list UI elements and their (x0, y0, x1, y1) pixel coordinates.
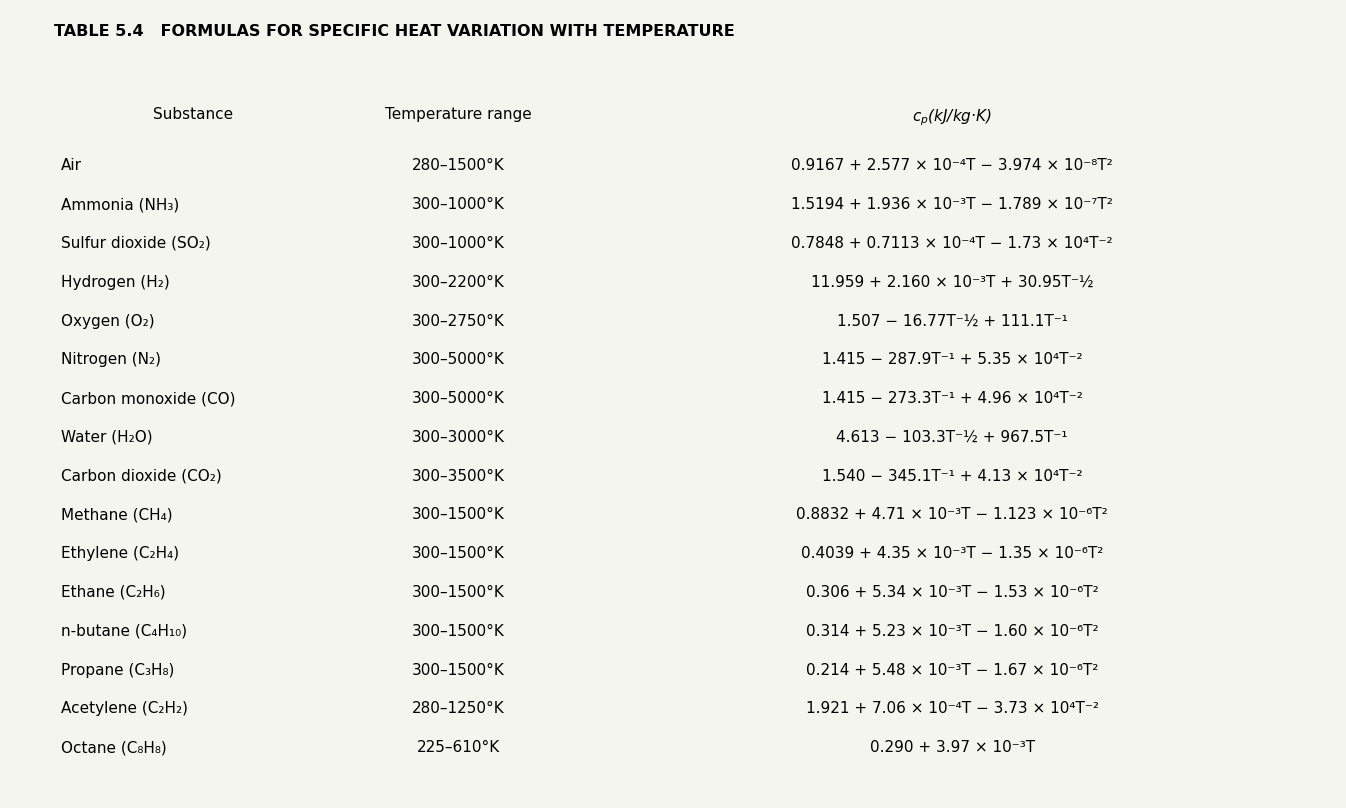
Text: 300–5000°K: 300–5000°K (412, 352, 505, 368)
Text: 300–3500°K: 300–3500°K (412, 469, 505, 484)
Text: 0.314 + 5.23 × 10⁻³T − 1.60 × 10⁻⁶T²: 0.314 + 5.23 × 10⁻³T − 1.60 × 10⁻⁶T² (806, 624, 1098, 639)
Text: Carbon dioxide (CO₂): Carbon dioxide (CO₂) (61, 469, 221, 484)
Text: Ammonia (NH₃): Ammonia (NH₃) (61, 197, 179, 213)
Text: Carbon monoxide (CO): Carbon monoxide (CO) (61, 391, 236, 406)
Text: Propane (C₃H₈): Propane (C₃H₈) (61, 663, 174, 678)
Text: Octane (C₈H₈): Octane (C₈H₈) (61, 740, 167, 755)
Text: 280–1500°K: 280–1500°K (412, 158, 505, 174)
Text: 0.290 + 3.97 × 10⁻³T: 0.290 + 3.97 × 10⁻³T (870, 740, 1035, 755)
Text: 0.9167 + 2.577 × 10⁻⁴T − 3.974 × 10⁻⁸T²: 0.9167 + 2.577 × 10⁻⁴T − 3.974 × 10⁻⁸T² (791, 158, 1113, 174)
Text: 300–5000°K: 300–5000°K (412, 391, 505, 406)
Text: 300–1000°K: 300–1000°K (412, 197, 505, 213)
Text: 0.8832 + 4.71 × 10⁻³T − 1.123 × 10⁻⁶T²: 0.8832 + 4.71 × 10⁻³T − 1.123 × 10⁻⁶T² (797, 507, 1108, 523)
Text: 1.507 − 16.77T⁻½ + 111.1T⁻¹: 1.507 − 16.77T⁻½ + 111.1T⁻¹ (837, 314, 1067, 329)
Text: 1.5194 + 1.936 × 10⁻³T − 1.789 × 10⁻⁷T²: 1.5194 + 1.936 × 10⁻³T − 1.789 × 10⁻⁷T² (791, 197, 1113, 213)
Text: Substance: Substance (153, 107, 233, 123)
Text: 300–1000°K: 300–1000°K (412, 236, 505, 251)
Text: 300–1500°K: 300–1500°K (412, 546, 505, 562)
Text: 1.921 + 7.06 × 10⁻⁴T − 3.73 × 10⁴T⁻²: 1.921 + 7.06 × 10⁻⁴T − 3.73 × 10⁴T⁻² (806, 701, 1098, 717)
Text: Temperature range: Temperature range (385, 107, 532, 123)
Text: 0.7848 + 0.7113 × 10⁻⁴T − 1.73 × 10⁴T⁻²: 0.7848 + 0.7113 × 10⁻⁴T − 1.73 × 10⁴T⁻² (791, 236, 1113, 251)
Text: 1.415 − 273.3T⁻¹ + 4.96 × 10⁴T⁻²: 1.415 − 273.3T⁻¹ + 4.96 × 10⁴T⁻² (821, 391, 1082, 406)
Text: 300–1500°K: 300–1500°K (412, 663, 505, 678)
Text: 300–1500°K: 300–1500°K (412, 507, 505, 523)
Text: 300–1500°K: 300–1500°K (412, 585, 505, 600)
Text: 225–610°K: 225–610°K (417, 740, 501, 755)
Text: 300–1500°K: 300–1500°K (412, 624, 505, 639)
Text: 0.306 + 5.34 × 10⁻³T − 1.53 × 10⁻⁶T²: 0.306 + 5.34 × 10⁻³T − 1.53 × 10⁻⁶T² (806, 585, 1098, 600)
Text: 300–2200°K: 300–2200°K (412, 275, 505, 290)
Text: Methane (CH₄): Methane (CH₄) (61, 507, 172, 523)
Text: Ethane (C₂H₆): Ethane (C₂H₆) (61, 585, 166, 600)
Text: Nitrogen (N₂): Nitrogen (N₂) (61, 352, 160, 368)
Text: TABLE 5.4   FORMULAS FOR SPECIFIC HEAT VARIATION WITH TEMPERATURE: TABLE 5.4 FORMULAS FOR SPECIFIC HEAT VAR… (54, 24, 735, 40)
Text: 300–2750°K: 300–2750°K (412, 314, 505, 329)
Text: 300–3000°K: 300–3000°K (412, 430, 505, 445)
Text: Sulfur dioxide (SO₂): Sulfur dioxide (SO₂) (61, 236, 210, 251)
Text: 1.540 − 345.1T⁻¹ + 4.13 × 10⁴T⁻²: 1.540 − 345.1T⁻¹ + 4.13 × 10⁴T⁻² (822, 469, 1082, 484)
Text: 0.214 + 5.48 × 10⁻³T − 1.67 × 10⁻⁶T²: 0.214 + 5.48 × 10⁻³T − 1.67 × 10⁻⁶T² (806, 663, 1098, 678)
Text: Acetylene (C₂H₂): Acetylene (C₂H₂) (61, 701, 187, 717)
Text: n-butane (C₄H₁₀): n-butane (C₄H₁₀) (61, 624, 187, 639)
Text: Water (H₂O): Water (H₂O) (61, 430, 152, 445)
Text: Hydrogen (H₂): Hydrogen (H₂) (61, 275, 170, 290)
Text: Air: Air (61, 158, 82, 174)
Text: 4.613 − 103.3T⁻½ + 967.5T⁻¹: 4.613 − 103.3T⁻½ + 967.5T⁻¹ (836, 430, 1067, 445)
Text: 1.415 − 287.9T⁻¹ + 5.35 × 10⁴T⁻²: 1.415 − 287.9T⁻¹ + 5.35 × 10⁴T⁻² (822, 352, 1082, 368)
Text: Ethylene (C₂H₄): Ethylene (C₂H₄) (61, 546, 179, 562)
Text: 11.959 + 2.160 × 10⁻³T + 30.95T⁻½: 11.959 + 2.160 × 10⁻³T + 30.95T⁻½ (810, 275, 1093, 290)
Text: $c_p$(kJ/kg·K): $c_p$(kJ/kg·K) (913, 107, 992, 128)
Text: 0.4039 + 4.35 × 10⁻³T − 1.35 × 10⁻⁶T²: 0.4039 + 4.35 × 10⁻³T − 1.35 × 10⁻⁶T² (801, 546, 1104, 562)
Text: 280–1250°K: 280–1250°K (412, 701, 505, 717)
Text: Oxygen (O₂): Oxygen (O₂) (61, 314, 155, 329)
